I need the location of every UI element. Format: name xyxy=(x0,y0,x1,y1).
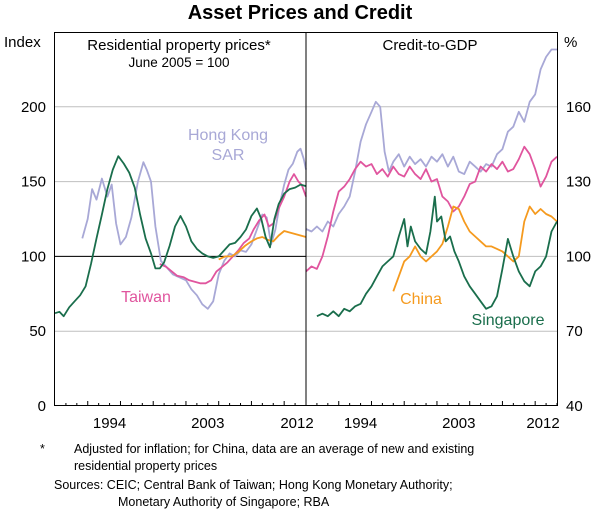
series-lines xyxy=(54,48,558,318)
series-line-p0-taiwan xyxy=(159,173,307,285)
x-tick-label-p1-2: 2012 xyxy=(526,415,559,432)
series-labels: Hong Kong SAR Taiwan China Singapore xyxy=(121,127,544,329)
y-tick-label-p1-4: 160 xyxy=(566,99,591,116)
series-label-p1-singapore-0: Singapore xyxy=(472,312,545,329)
series-line-p0-hong-kong-sar xyxy=(81,147,307,310)
sources-line-2: Monetary Authority of Singapore; RBA xyxy=(118,495,330,509)
y-tick-label-p0-4: 200 xyxy=(21,99,46,116)
series-line-p1-hong-kong-sar xyxy=(305,48,557,233)
series-line-p0-china xyxy=(218,230,307,261)
left-panel-subtitle: June 2005 = 100 xyxy=(129,55,230,70)
series-label-p1-china-0: China xyxy=(400,291,442,308)
footnote-line-2: residential property prices xyxy=(74,459,218,473)
series-line-p1-china xyxy=(392,205,558,292)
chart-title: Asset Prices and Credit xyxy=(188,2,413,24)
y-tick-label-p0-2: 100 xyxy=(21,248,46,265)
axis-ticks: 0 50 100 150 200 1994 2003 2012 40 70 100 130 160 199… xyxy=(21,99,591,432)
x-tick-label-p1-0: 1994 xyxy=(344,415,377,432)
left-panel-title: Residential property prices* xyxy=(87,37,271,54)
series-label-p0-hong-kong-sar-0: Hong Kong xyxy=(188,127,268,144)
y-tick-label-p0-3: 150 xyxy=(21,174,46,191)
y-tick-label-p1-1: 70 xyxy=(566,323,583,340)
left-axis-label: Index xyxy=(4,34,41,51)
right-axis-label: % xyxy=(564,34,577,51)
x-tick-label-p0-0: 1994 xyxy=(93,415,126,432)
series-line-p1-singapore xyxy=(316,195,558,318)
y-tick-label-p0-0: 0 xyxy=(38,398,46,415)
right-panel-title: Credit-to-GDP xyxy=(382,37,477,54)
footnote-line-1: Adjusted for inflation; for China, data … xyxy=(74,442,475,456)
series-label-p0-taiwan-0: Taiwan xyxy=(121,289,171,306)
chart-figure: Asset Prices and Credit Index % Resident… xyxy=(4,2,591,432)
x-tick-label-p0-2: 2012 xyxy=(280,415,313,432)
y-tick-label-p1-3: 130 xyxy=(566,174,591,191)
y-tick-label-p1-2: 100 xyxy=(566,248,591,265)
series-label-p0-hong-kong-sar-1: SAR xyxy=(212,147,245,164)
x-tick-label-p0-1: 2003 xyxy=(191,415,224,432)
series-line-p1-taiwan xyxy=(305,145,558,273)
gridlines xyxy=(55,106,557,332)
y-tick-label-p1-0: 40 xyxy=(566,398,583,415)
series-line-p0-singapore xyxy=(54,155,307,318)
footnote-mark: * xyxy=(40,442,45,456)
y-tick-label-p0-1: 50 xyxy=(29,323,46,340)
x-tick-label-p1-1: 2003 xyxy=(442,415,475,432)
sources-line-1: Sources: CEIC; Central Bank of Taiwan; H… xyxy=(54,478,453,492)
